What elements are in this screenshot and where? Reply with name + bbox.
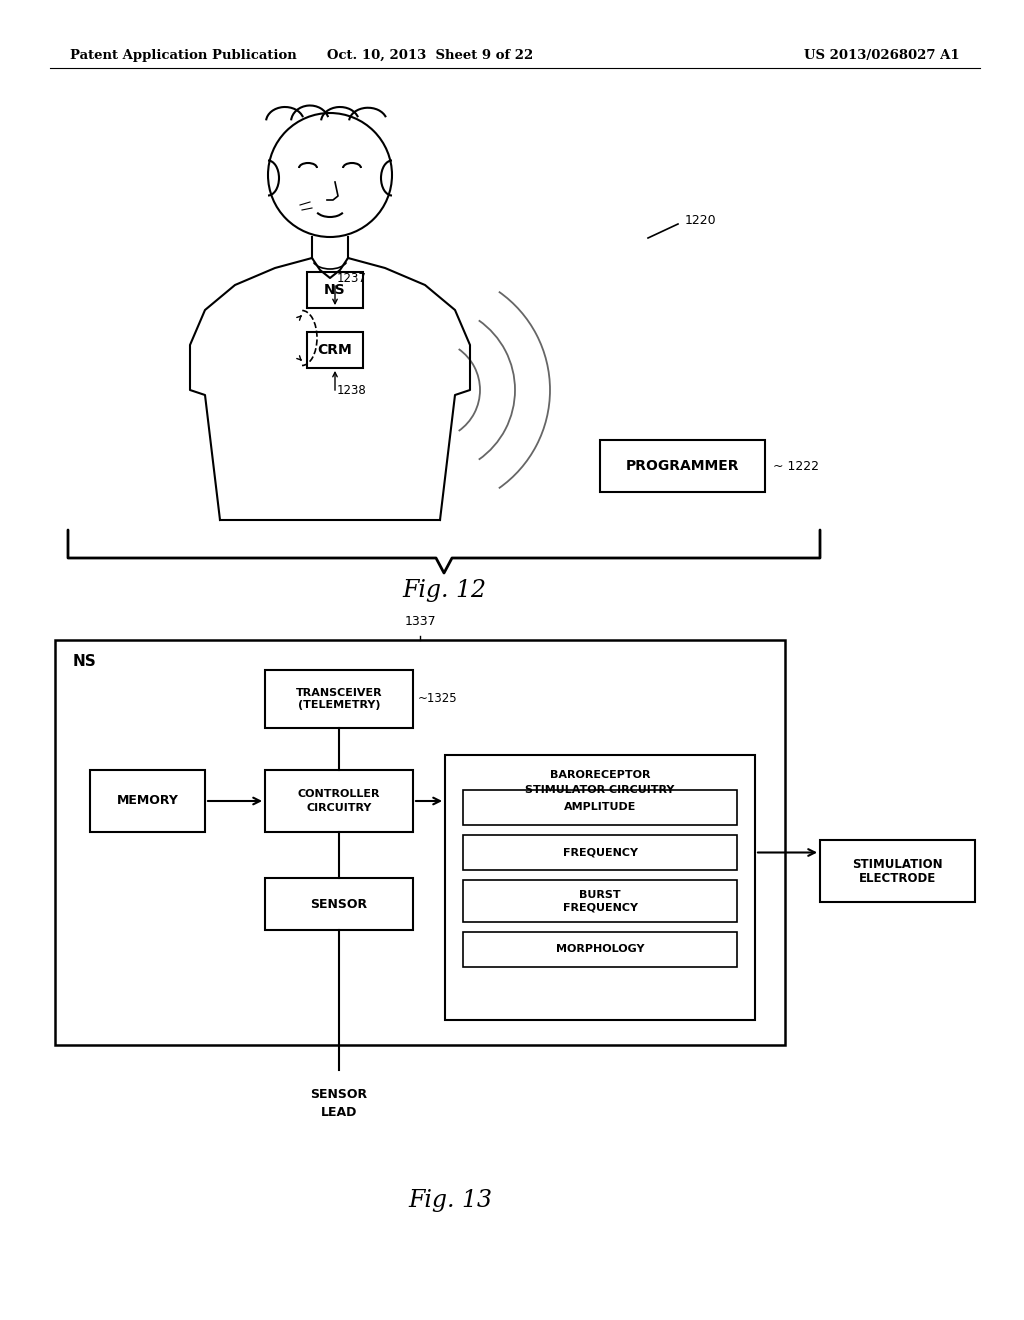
Bar — [820, 840, 975, 902]
Text: MEMORY: MEMORY — [117, 795, 178, 808]
Bar — [307, 272, 362, 308]
Text: ~1325: ~1325 — [418, 693, 458, 705]
Bar — [445, 755, 755, 1020]
Text: AMPLITUDE: AMPLITUDE — [564, 803, 636, 813]
Text: SENSOR: SENSOR — [310, 1089, 368, 1101]
Bar — [463, 836, 737, 870]
Bar — [55, 640, 785, 1045]
Text: FREQUENCY: FREQUENCY — [562, 902, 638, 912]
Bar — [463, 789, 737, 825]
Text: CIRCUITRY: CIRCUITRY — [306, 803, 372, 813]
Text: MORPHOLOGY: MORPHOLOGY — [556, 945, 644, 954]
Text: Oct. 10, 2013  Sheet 9 of 22: Oct. 10, 2013 Sheet 9 of 22 — [327, 49, 534, 62]
Text: (TELEMETRY): (TELEMETRY) — [298, 700, 380, 710]
Text: TRANSCEIVER: TRANSCEIVER — [296, 688, 382, 698]
Text: Fig. 13: Fig. 13 — [408, 1188, 492, 1212]
Text: LEAD: LEAD — [321, 1106, 357, 1118]
Text: Patent Application Publication: Patent Application Publication — [70, 49, 297, 62]
Text: 1220: 1220 — [685, 214, 717, 227]
Text: ~ 1222: ~ 1222 — [773, 459, 819, 473]
Text: NS: NS — [325, 282, 346, 297]
Bar — [265, 770, 413, 832]
Text: STIMULATOR CIRCUITRY: STIMULATOR CIRCUITRY — [525, 785, 675, 795]
Text: CRM: CRM — [317, 343, 352, 356]
Bar — [463, 932, 737, 968]
Text: BARORECEPTOR: BARORECEPTOR — [550, 770, 650, 780]
Bar — [463, 880, 737, 921]
Bar — [265, 671, 413, 729]
Bar — [265, 878, 413, 931]
Text: US 2013/0268027 A1: US 2013/0268027 A1 — [805, 49, 961, 62]
Text: NS: NS — [73, 655, 96, 669]
Text: SENSOR: SENSOR — [310, 898, 368, 911]
Bar — [600, 440, 765, 492]
Text: 1337: 1337 — [404, 615, 436, 628]
Bar — [90, 770, 205, 832]
Bar — [307, 333, 362, 368]
Text: Fig. 12: Fig. 12 — [402, 578, 486, 602]
Text: PROGRAMMER: PROGRAMMER — [626, 459, 739, 473]
Text: 1237: 1237 — [337, 272, 367, 285]
Text: CONTROLLER: CONTROLLER — [298, 789, 380, 799]
Text: 1238: 1238 — [337, 384, 367, 396]
Text: BURST: BURST — [580, 890, 621, 900]
Text: STIMULATION: STIMULATION — [852, 858, 943, 870]
Text: ELECTRODE: ELECTRODE — [859, 871, 936, 884]
Text: FREQUENCY: FREQUENCY — [562, 847, 638, 858]
